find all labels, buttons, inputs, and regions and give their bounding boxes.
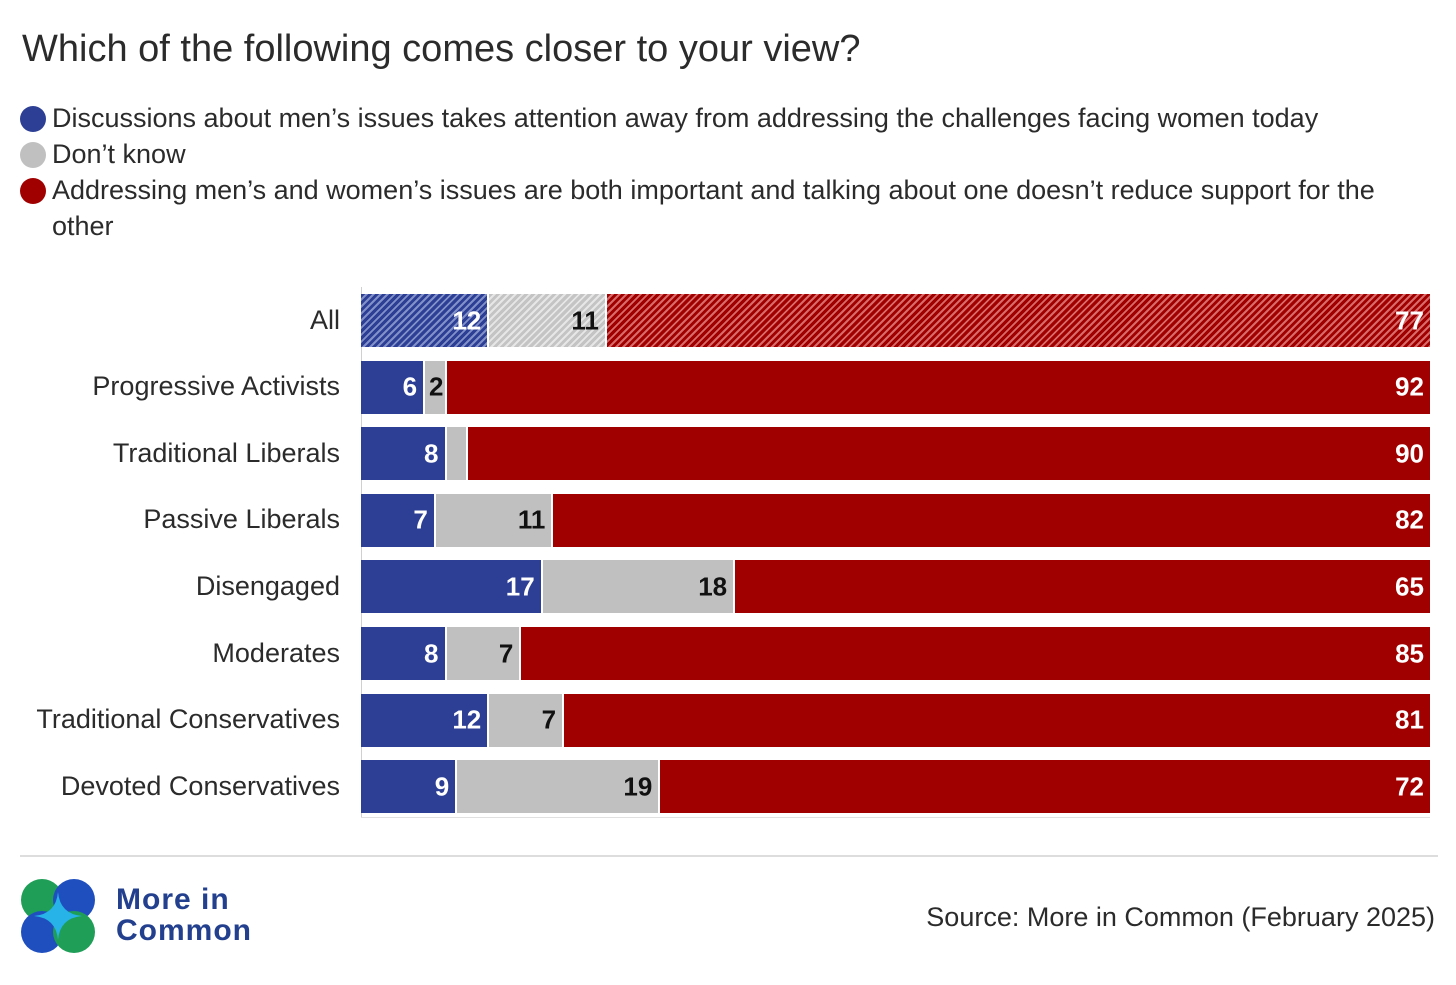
legend-item-takes-attention: Discussions about men’s issues takes att… bbox=[20, 100, 1430, 136]
category-label: All bbox=[309, 304, 340, 335]
legend-item-dont-know: Don’t know bbox=[20, 136, 1430, 172]
category-label: Devoted Conservatives bbox=[60, 770, 340, 801]
data-label: 82 bbox=[1395, 504, 1424, 535]
data-label: 2 bbox=[429, 371, 444, 402]
bar-segment-both-important: 90 bbox=[467, 427, 1430, 481]
data-label: 8 bbox=[424, 638, 439, 668]
category-label: Progressive Activists bbox=[92, 371, 340, 402]
data-label: 11 bbox=[517, 504, 546, 535]
chart-title: Which of the following comes closer to y… bbox=[22, 28, 861, 70]
footer-divider bbox=[20, 855, 1438, 857]
brand-line-1: More in bbox=[116, 883, 230, 916]
legend-item-both-important: Addressing men’s and women’s issues are … bbox=[20, 172, 1430, 244]
bar-segment-takes-attention: 12 bbox=[361, 693, 490, 747]
data-label: 92 bbox=[1395, 371, 1424, 402]
bar-segment-takes-attention: 12 bbox=[361, 294, 490, 347]
data-label: 7 bbox=[498, 638, 514, 668]
bar-segment-takes-attention: 9 bbox=[361, 760, 458, 814]
bar-row: 17 18 65 bbox=[361, 560, 1430, 614]
legend-label: Don’t know bbox=[52, 139, 186, 169]
bar-segment-dont-know: 7 bbox=[489, 693, 565, 747]
bar-row: 9 19 72 bbox=[361, 760, 1430, 814]
data-label: 85 bbox=[1395, 638, 1424, 668]
legend-swatch-red bbox=[20, 178, 46, 204]
category-label: Traditional Liberals bbox=[112, 437, 340, 468]
source-note: Source: More in Common (February 2025) bbox=[926, 902, 1435, 932]
bar-row: 6 2 92 bbox=[361, 360, 1430, 414]
bar-row: 8 90 bbox=[361, 427, 1430, 481]
bar-segment-dont-know: 2 bbox=[425, 360, 447, 414]
bar-row: 8 7 85 bbox=[361, 627, 1430, 680]
more-in-common-logo-icon bbox=[21, 879, 95, 953]
legend-label: Addressing men’s and women’s issues are … bbox=[52, 175, 1375, 241]
data-label: 11 bbox=[571, 305, 599, 335]
bar-segment-both-important: 85 bbox=[521, 627, 1430, 680]
category-label: Disengaged bbox=[195, 570, 340, 601]
data-label: 77 bbox=[1395, 305, 1424, 335]
bar-segment-takes-attention: 8 bbox=[361, 627, 447, 680]
data-label: 81 bbox=[1395, 704, 1424, 735]
data-label: 6 bbox=[402, 371, 418, 402]
bar-segment-dont-know: 11 bbox=[435, 493, 554, 547]
data-label: 8 bbox=[424, 438, 439, 469]
bar-segment-both-important: 81 bbox=[564, 693, 1430, 747]
bar-segment-dont-know: 18 bbox=[542, 560, 736, 614]
data-label: 72 bbox=[1395, 771, 1424, 802]
bar-segment-both-important: 77 bbox=[606, 294, 1430, 347]
bar-row: 7 11 82 bbox=[361, 493, 1430, 547]
data-label: 7 bbox=[541, 704, 557, 735]
brand-line-2: Common bbox=[116, 914, 252, 947]
bar-segment-both-important: 72 bbox=[660, 760, 1430, 814]
data-label: 19 bbox=[623, 771, 653, 802]
data-label: 18 bbox=[698, 571, 728, 602]
bar-row: 12 11 77 bbox=[361, 294, 1430, 347]
legend-swatch-grey bbox=[20, 142, 46, 168]
bar-segment-dont-know: 19 bbox=[457, 760, 661, 814]
data-label: 65 bbox=[1395, 571, 1424, 602]
data-label: 7 bbox=[413, 504, 428, 535]
bar-segment-both-important: 82 bbox=[553, 493, 1430, 547]
legend-label: Discussions about men’s issues takes att… bbox=[52, 103, 1319, 133]
bar-segment-dont-know: 7 bbox=[446, 627, 522, 680]
bar-row: 12 7 81 bbox=[361, 693, 1430, 747]
category-label: Traditional Conservatives bbox=[36, 704, 340, 735]
legend-swatch-blue bbox=[20, 106, 46, 132]
bar-segment-both-important: 65 bbox=[735, 560, 1430, 614]
data-label: 9 bbox=[434, 771, 450, 802]
bar-segment-dont-know bbox=[446, 427, 468, 481]
y-axis-line bbox=[361, 287, 362, 817]
legend: Discussions about men’s issues takes att… bbox=[20, 100, 1430, 244]
bar-segment-takes-attention: 8 bbox=[361, 427, 447, 481]
category-label: Passive Liberals bbox=[143, 504, 340, 535]
data-label: 90 bbox=[1395, 438, 1424, 469]
bar-segment-takes-attention: 7 bbox=[361, 493, 436, 547]
brand-name: More in Common bbox=[116, 884, 252, 946]
bar-segment-dont-know: 11 bbox=[489, 294, 607, 347]
data-label: 12 bbox=[452, 305, 482, 335]
x-axis-baseline bbox=[361, 817, 1430, 818]
bar-segment-takes-attention: 6 bbox=[361, 360, 426, 414]
data-label: 17 bbox=[505, 571, 535, 602]
category-label: Moderates bbox=[212, 637, 340, 668]
bar-segment-takes-attention: 17 bbox=[361, 560, 543, 614]
data-label: 12 bbox=[452, 704, 482, 735]
bar-segment-both-important: 92 bbox=[446, 360, 1430, 414]
